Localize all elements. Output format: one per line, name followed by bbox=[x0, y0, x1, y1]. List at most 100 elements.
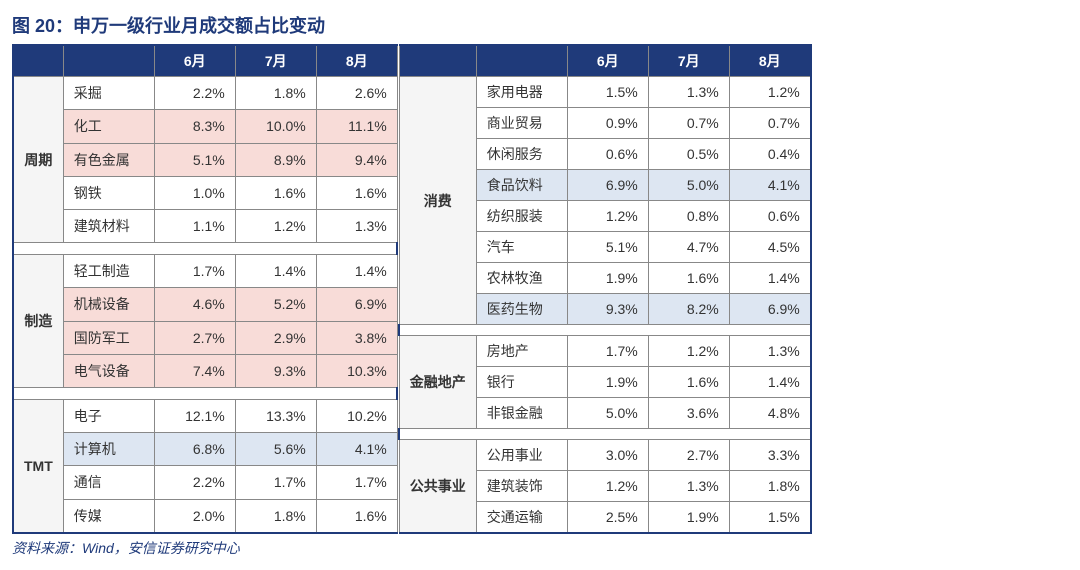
value-cell: 1.2% bbox=[235, 210, 316, 243]
value-cell: 0.7% bbox=[648, 108, 729, 139]
value-cell: 7.4% bbox=[154, 354, 235, 387]
header-empty bbox=[63, 45, 154, 77]
tables-container: 6月7月8月周期采掘2.2%1.8%2.6%化工8.3%10.0%11.1%有色… bbox=[12, 44, 1068, 534]
month-header: 7月 bbox=[648, 45, 729, 77]
value-cell: 5.1% bbox=[154, 143, 235, 176]
value-cell: 2.5% bbox=[567, 502, 648, 534]
row-label: 采掘 bbox=[63, 77, 154, 110]
table-row: 化工8.3%10.0%11.1% bbox=[13, 110, 397, 143]
value-cell: 0.6% bbox=[567, 139, 648, 170]
row-label: 商业贸易 bbox=[476, 108, 567, 139]
table-row: 钢铁1.0%1.6%1.6% bbox=[13, 176, 397, 209]
value-cell: 2.9% bbox=[235, 321, 316, 354]
value-cell: 10.3% bbox=[316, 354, 397, 387]
value-cell: 4.8% bbox=[729, 398, 811, 429]
value-cell: 1.4% bbox=[235, 255, 316, 288]
category-cell: 制造 bbox=[13, 255, 63, 388]
table-row: 消费家用电器1.5%1.3%1.2% bbox=[399, 77, 811, 108]
value-cell: 5.0% bbox=[648, 170, 729, 201]
value-cell: 4.1% bbox=[316, 433, 397, 466]
value-cell: 1.1% bbox=[154, 210, 235, 243]
row-label: 电气设备 bbox=[63, 354, 154, 387]
row-label: 国防军工 bbox=[63, 321, 154, 354]
value-cell: 1.8% bbox=[235, 77, 316, 110]
value-cell: 3.8% bbox=[316, 321, 397, 354]
month-header: 6月 bbox=[154, 45, 235, 77]
row-label: 钢铁 bbox=[63, 176, 154, 209]
value-cell: 1.4% bbox=[729, 367, 811, 398]
value-cell: 2.0% bbox=[154, 499, 235, 533]
value-cell: 0.5% bbox=[648, 139, 729, 170]
value-cell: 0.6% bbox=[729, 201, 811, 232]
value-cell: 1.2% bbox=[648, 336, 729, 367]
row-label: 农林牧渔 bbox=[476, 263, 567, 294]
table-row: 周期采掘2.2%1.8%2.6% bbox=[13, 77, 397, 110]
value-cell: 2.2% bbox=[154, 466, 235, 499]
value-cell: 6.8% bbox=[154, 433, 235, 466]
table-row: 建筑材料1.1%1.2%1.3% bbox=[13, 210, 397, 243]
value-cell: 1.3% bbox=[316, 210, 397, 243]
row-label: 建筑材料 bbox=[63, 210, 154, 243]
value-cell: 3.0% bbox=[567, 440, 648, 471]
group-spacer bbox=[13, 243, 397, 255]
value-cell: 1.4% bbox=[316, 255, 397, 288]
group-spacer bbox=[13, 388, 397, 400]
value-cell: 1.2% bbox=[567, 201, 648, 232]
table-row: 制造轻工制造1.7%1.4%1.4% bbox=[13, 255, 397, 288]
value-cell: 1.9% bbox=[648, 502, 729, 534]
value-cell: 1.7% bbox=[567, 336, 648, 367]
value-cell: 1.5% bbox=[729, 502, 811, 534]
value-cell: 1.8% bbox=[729, 471, 811, 502]
row-label: 汽车 bbox=[476, 232, 567, 263]
value-cell: 1.5% bbox=[567, 77, 648, 108]
row-label: 家用电器 bbox=[476, 77, 567, 108]
row-label: 计算机 bbox=[63, 433, 154, 466]
value-cell: 2.7% bbox=[648, 440, 729, 471]
value-cell: 5.1% bbox=[567, 232, 648, 263]
value-cell: 5.2% bbox=[235, 288, 316, 321]
value-cell: 1.6% bbox=[316, 176, 397, 209]
value-cell: 1.6% bbox=[235, 176, 316, 209]
row-label: 房地产 bbox=[476, 336, 567, 367]
value-cell: 1.7% bbox=[316, 466, 397, 499]
source-caption: 资料来源：Wind，安信证券研究中心 bbox=[12, 538, 1068, 558]
table-row: 传媒2.0%1.8%1.6% bbox=[13, 499, 397, 533]
value-cell: 1.7% bbox=[154, 255, 235, 288]
category-cell: TMT bbox=[13, 399, 63, 533]
value-cell: 8.2% bbox=[648, 294, 729, 325]
month-header: 8月 bbox=[729, 45, 811, 77]
month-header: 7月 bbox=[235, 45, 316, 77]
value-cell: 4.1% bbox=[729, 170, 811, 201]
table-row: 计算机6.8%5.6%4.1% bbox=[13, 433, 397, 466]
category-cell: 金融地产 bbox=[399, 336, 476, 429]
figure-title: 图 20：申万一级行业月成交额占比变动 bbox=[12, 12, 1068, 38]
value-cell: 1.6% bbox=[648, 367, 729, 398]
row-label: 通信 bbox=[63, 466, 154, 499]
value-cell: 1.3% bbox=[729, 336, 811, 367]
table-row: TMT电子12.1%13.3%10.2% bbox=[13, 399, 397, 432]
value-cell: 5.6% bbox=[235, 433, 316, 466]
row-label: 食品饮料 bbox=[476, 170, 567, 201]
value-cell: 0.4% bbox=[729, 139, 811, 170]
value-cell: 5.0% bbox=[567, 398, 648, 429]
value-cell: 1.4% bbox=[729, 263, 811, 294]
value-cell: 1.0% bbox=[154, 176, 235, 209]
value-cell: 12.1% bbox=[154, 399, 235, 432]
row-label: 银行 bbox=[476, 367, 567, 398]
value-cell: 2.6% bbox=[316, 77, 397, 110]
category-cell: 公共事业 bbox=[399, 440, 476, 534]
row-label: 机械设备 bbox=[63, 288, 154, 321]
row-label: 医药生物 bbox=[476, 294, 567, 325]
group-spacer bbox=[399, 429, 811, 440]
header-empty bbox=[476, 45, 567, 77]
value-cell: 2.7% bbox=[154, 321, 235, 354]
value-cell: 8.9% bbox=[235, 143, 316, 176]
table-row: 机械设备4.6%5.2%6.9% bbox=[13, 288, 397, 321]
value-cell: 6.9% bbox=[316, 288, 397, 321]
row-label: 传媒 bbox=[63, 499, 154, 533]
row-label: 有色金属 bbox=[63, 143, 154, 176]
header-empty bbox=[399, 45, 476, 77]
row-label: 电子 bbox=[63, 399, 154, 432]
value-cell: 9.3% bbox=[235, 354, 316, 387]
value-cell: 0.7% bbox=[729, 108, 811, 139]
